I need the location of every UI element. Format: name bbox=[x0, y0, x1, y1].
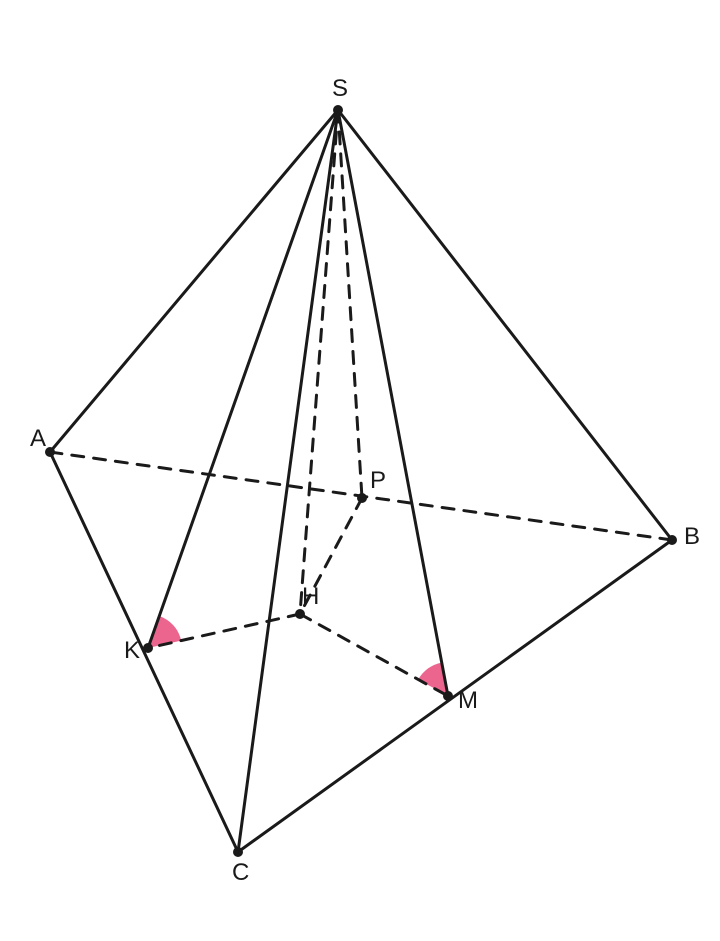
label-s: S bbox=[332, 75, 348, 102]
points-layer bbox=[45, 105, 677, 857]
label-k: K bbox=[124, 637, 140, 664]
edge-s-h bbox=[300, 110, 338, 614]
point-h bbox=[295, 609, 305, 619]
point-a bbox=[45, 447, 55, 457]
point-c bbox=[233, 847, 243, 857]
label-h: H bbox=[302, 583, 319, 610]
point-p bbox=[357, 493, 367, 503]
point-k bbox=[143, 643, 153, 653]
label-a: A bbox=[30, 425, 46, 452]
edge-s-a bbox=[50, 110, 338, 452]
angle-markers-layer bbox=[148, 616, 448, 696]
label-c: C bbox=[232, 859, 249, 886]
label-b: B bbox=[684, 523, 700, 550]
edges-layer bbox=[50, 110, 672, 852]
label-p: P bbox=[370, 467, 386, 494]
edge-s-b bbox=[338, 110, 672, 540]
edge-h-m bbox=[300, 614, 448, 696]
point-s bbox=[333, 105, 343, 115]
point-b bbox=[667, 535, 677, 545]
edge-s-m bbox=[338, 110, 448, 696]
edge-a-c bbox=[50, 452, 238, 852]
point-m bbox=[443, 691, 453, 701]
label-m: M bbox=[458, 687, 478, 714]
labels-layer: S A B C P H K M bbox=[30, 75, 700, 886]
edge-s-k bbox=[148, 110, 338, 648]
pyramid-diagram: S A B C P H K M bbox=[0, 0, 720, 941]
